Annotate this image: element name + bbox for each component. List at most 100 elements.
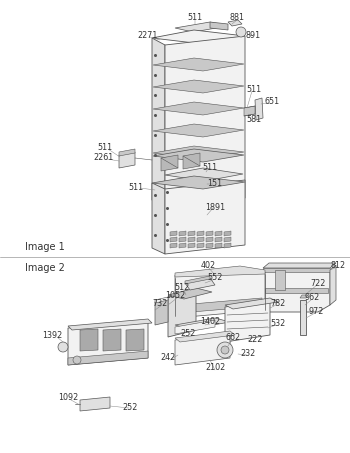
Text: 511: 511 [202, 164, 218, 173]
Polygon shape [119, 149, 135, 156]
Polygon shape [255, 98, 263, 120]
Polygon shape [80, 397, 110, 411]
Polygon shape [185, 276, 210, 284]
Text: 1891: 1891 [205, 202, 225, 212]
Polygon shape [225, 300, 270, 342]
Text: 1392: 1392 [42, 331, 62, 339]
Polygon shape [179, 231, 186, 236]
Text: 532: 532 [270, 318, 286, 328]
Text: 511: 511 [128, 183, 143, 192]
Polygon shape [152, 38, 165, 207]
Polygon shape [152, 176, 245, 189]
Polygon shape [119, 152, 135, 168]
Polygon shape [224, 237, 231, 242]
Text: 962: 962 [304, 294, 320, 303]
Polygon shape [126, 329, 144, 351]
Polygon shape [175, 333, 230, 365]
Polygon shape [175, 268, 265, 318]
Polygon shape [185, 278, 215, 290]
Polygon shape [168, 288, 212, 299]
Polygon shape [175, 331, 235, 342]
Circle shape [58, 342, 68, 352]
Text: 1052: 1052 [165, 291, 185, 300]
Polygon shape [68, 351, 148, 365]
Polygon shape [179, 243, 186, 248]
Polygon shape [263, 263, 336, 268]
Text: 1092: 1092 [58, 394, 78, 403]
Polygon shape [197, 231, 204, 236]
Polygon shape [68, 319, 152, 330]
Polygon shape [197, 243, 204, 248]
Text: 511: 511 [246, 86, 261, 95]
Circle shape [217, 342, 233, 358]
Polygon shape [153, 80, 244, 93]
Text: 222: 222 [247, 336, 263, 344]
Polygon shape [153, 102, 244, 115]
Polygon shape [263, 270, 330, 312]
Polygon shape [244, 106, 255, 116]
Polygon shape [168, 290, 196, 337]
Text: Image 2: Image 2 [25, 263, 65, 273]
Polygon shape [153, 124, 244, 137]
Text: 242: 242 [160, 353, 176, 362]
Polygon shape [224, 243, 231, 248]
Polygon shape [275, 270, 285, 290]
Polygon shape [175, 318, 230, 329]
Text: 2271: 2271 [138, 32, 158, 40]
Polygon shape [175, 320, 215, 334]
Text: 972: 972 [308, 307, 324, 315]
Polygon shape [165, 36, 245, 207]
Text: 402: 402 [201, 260, 216, 270]
Polygon shape [265, 288, 328, 293]
Circle shape [236, 27, 246, 37]
Polygon shape [197, 237, 204, 242]
Polygon shape [300, 295, 308, 298]
Text: 722: 722 [310, 279, 326, 288]
Text: 252: 252 [122, 404, 138, 413]
Polygon shape [155, 299, 168, 325]
Text: 662: 662 [225, 333, 240, 342]
Polygon shape [210, 22, 228, 30]
Circle shape [221, 346, 229, 354]
Polygon shape [330, 265, 336, 305]
Text: 2261: 2261 [93, 154, 113, 163]
Polygon shape [175, 22, 228, 32]
Polygon shape [228, 20, 242, 26]
Polygon shape [215, 243, 222, 248]
Text: 1402: 1402 [200, 318, 220, 327]
Polygon shape [206, 231, 213, 236]
Polygon shape [170, 243, 177, 248]
Text: 511: 511 [97, 144, 113, 153]
Polygon shape [155, 297, 168, 303]
Polygon shape [300, 300, 306, 335]
Polygon shape [103, 329, 121, 351]
Polygon shape [180, 298, 262, 313]
Polygon shape [179, 237, 186, 242]
Polygon shape [80, 329, 98, 351]
Polygon shape [183, 153, 200, 169]
Polygon shape [263, 268, 330, 272]
Text: 891: 891 [245, 30, 260, 39]
Polygon shape [153, 146, 244, 159]
Polygon shape [188, 243, 195, 248]
Polygon shape [170, 237, 177, 242]
Polygon shape [161, 155, 178, 171]
Polygon shape [152, 183, 165, 254]
Text: 651: 651 [265, 97, 280, 106]
Text: 151: 151 [208, 178, 223, 188]
Polygon shape [153, 149, 244, 162]
Text: 512: 512 [174, 284, 190, 293]
Polygon shape [153, 58, 244, 71]
Text: 581: 581 [246, 116, 261, 125]
Text: Image 1: Image 1 [25, 242, 65, 252]
Polygon shape [165, 180, 245, 254]
Polygon shape [206, 243, 213, 248]
Polygon shape [224, 231, 231, 236]
Polygon shape [215, 231, 222, 236]
Polygon shape [68, 321, 148, 365]
Text: 881: 881 [230, 14, 245, 23]
Text: 252: 252 [180, 328, 196, 337]
Polygon shape [215, 237, 222, 242]
Text: 812: 812 [330, 260, 345, 270]
Polygon shape [188, 237, 195, 242]
